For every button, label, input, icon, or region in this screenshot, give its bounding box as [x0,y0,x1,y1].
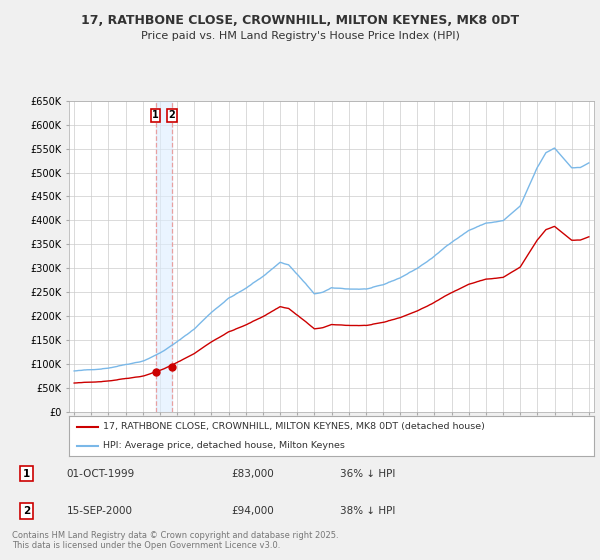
Text: £83,000: £83,000 [231,469,274,479]
Text: 17, RATHBONE CLOSE, CROWNHILL, MILTON KEYNES, MK8 0DT (detached house): 17, RATHBONE CLOSE, CROWNHILL, MILTON KE… [103,422,485,431]
Text: £94,000: £94,000 [231,506,274,516]
Text: 36% ↓ HPI: 36% ↓ HPI [340,469,395,479]
Text: Price paid vs. HM Land Registry's House Price Index (HPI): Price paid vs. HM Land Registry's House … [140,31,460,41]
Text: Contains HM Land Registry data © Crown copyright and database right 2025.
This d: Contains HM Land Registry data © Crown c… [12,530,338,550]
Text: 1: 1 [23,469,30,479]
Text: 38% ↓ HPI: 38% ↓ HPI [340,506,395,516]
Text: 2: 2 [169,110,175,120]
Text: 17, RATHBONE CLOSE, CROWNHILL, MILTON KEYNES, MK8 0DT: 17, RATHBONE CLOSE, CROWNHILL, MILTON KE… [81,14,519,27]
Text: 15-SEP-2000: 15-SEP-2000 [67,506,133,516]
Text: 01-OCT-1999: 01-OCT-1999 [67,469,135,479]
Text: 2: 2 [23,506,30,516]
Text: HPI: Average price, detached house, Milton Keynes: HPI: Average price, detached house, Milt… [103,441,345,450]
Bar [155,101,172,412]
Text: 1: 1 [152,110,159,120]
